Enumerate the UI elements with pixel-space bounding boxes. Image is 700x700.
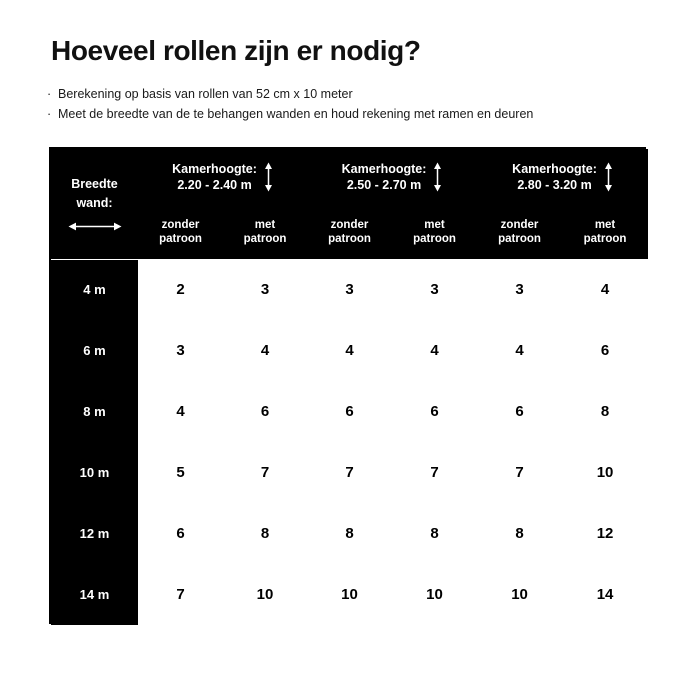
rolls-table: Breedte wand: Kamerhoogte <box>49 147 649 625</box>
table-cell: 8 <box>477 503 563 564</box>
subheader-6: met patroon <box>562 205 649 259</box>
list-item-text: Meet de breedte van de te behangen wande… <box>58 107 534 121</box>
row-label: 4 m <box>51 258 138 320</box>
row-label: 12 m <box>51 503 138 564</box>
table-cell: 10 <box>562 442 649 503</box>
table-row: 6 m 3 4 4 4 4 6 <box>51 320 649 381</box>
vertical-double-arrow-icon <box>434 162 442 192</box>
table-cell: 14 <box>562 564 649 625</box>
table-cell: 4 <box>223 320 308 381</box>
subheader-5-line1: zonder <box>500 219 539 231</box>
table-cell: 4 <box>392 320 478 381</box>
vertical-double-arrow-icon <box>604 162 612 192</box>
group-header-1-line1: Kamerhoogte: <box>172 162 257 176</box>
subheader-2: met patroon <box>223 205 308 259</box>
subheader-4-line1: met <box>424 219 445 231</box>
bullet-dot-icon: · <box>47 87 52 101</box>
subheader-1-line2: patroon <box>159 233 202 245</box>
table-cell: 3 <box>392 259 478 320</box>
table-cell: 6 <box>392 381 478 442</box>
table-cell: 8 <box>392 503 478 564</box>
bullet-list: · Berekening op basis van rollen van 52 … <box>47 84 647 124</box>
table-cell: 6 <box>477 381 563 442</box>
group-header-2-line2: 2.50 - 2.70 m <box>346 178 422 192</box>
table-row: 14 m 7 10 10 10 10 14 <box>51 564 649 625</box>
subheader-2-line2: patroon <box>243 233 287 245</box>
table-cell: 12 <box>562 503 649 564</box>
table-cell: 7 <box>392 442 478 503</box>
table-cell: 3 <box>477 259 563 320</box>
bullet-dot-icon: · <box>47 107 52 121</box>
group-header-3-line1: Kamerhoogte: <box>512 162 597 176</box>
page-title: Hoeveel rollen zijn er nodig? <box>51 35 421 66</box>
table-cell: 8 <box>307 503 393 564</box>
table-row: 12 m 6 8 8 8 8 12 <box>51 503 649 564</box>
subheader-3: zonder patroon <box>307 205 393 259</box>
row-label: 6 m <box>51 320 138 381</box>
table-cell: 8 <box>223 503 308 564</box>
subheader-4-line2: patroon <box>413 233 456 245</box>
list-item: · Meet de breedte van de te behangen wan… <box>47 104 647 124</box>
table-cell: 2 <box>138 259 223 320</box>
table-cell: 7 <box>307 442 393 503</box>
group-header-2: Kamerhoogte: 2.50 - 2.70 m <box>307 149 478 205</box>
subheader-2-line1: met <box>254 219 276 231</box>
subheader-1-line1: zonder <box>161 219 200 231</box>
table-row: 8 m 4 6 6 6 6 8 <box>51 381 649 442</box>
table-cell: 4 <box>138 381 223 442</box>
table-cell: 10 <box>392 564 478 625</box>
table-cell: 4 <box>307 320 393 381</box>
subheader-4: met patroon <box>392 205 478 259</box>
subheader-6-line2: patroon <box>583 233 627 245</box>
table-row: 10 m 5 7 7 7 7 10 <box>51 442 649 503</box>
table-cell: 3 <box>307 259 393 320</box>
subheader-6-line1: met <box>594 219 616 231</box>
row-label: 10 m <box>51 442 138 503</box>
subheader-3-line2: patroon <box>328 233 371 245</box>
group-header-1: Kamerhoogte: 2.20 - 2.40 m <box>138 149 308 205</box>
table-cell: 5 <box>138 442 223 503</box>
table-cell: 4 <box>477 320 563 381</box>
group-header-1-line2: 2.20 - 2.40 m <box>177 178 252 192</box>
row-label: 14 m <box>51 564 138 625</box>
group-header-2-line1: Kamerhoogte: <box>341 162 427 176</box>
table-row: 4 m 2 3 3 3 3 4 <box>51 258 649 320</box>
table-cell: 7 <box>223 442 308 503</box>
table-cell: 7 <box>477 442 563 503</box>
subheader-5: zonder patroon <box>477 205 563 259</box>
table-cell: 3 <box>223 259 308 320</box>
table-cell: 6 <box>223 381 308 442</box>
vertical-double-arrow-icon <box>264 162 272 192</box>
list-item: · Berekening op basis van rollen van 52 … <box>47 84 647 104</box>
list-item-text: Berekening op basis van rollen van 52 cm… <box>58 87 353 101</box>
table-cell: 6 <box>562 320 649 381</box>
subheader-3-line1: zonder <box>330 219 369 231</box>
table-cell: 10 <box>223 564 308 625</box>
row-label: 8 m <box>51 381 138 442</box>
table-cell: 8 <box>562 381 649 442</box>
table-cell: 4 <box>562 259 649 320</box>
table-cell: 6 <box>307 381 393 442</box>
horizontal-double-arrow-icon <box>68 222 121 231</box>
corner-header-breedte-wand: Breedte wand: <box>51 149 138 259</box>
table-cell: 3 <box>138 320 223 381</box>
subheader-1: zonder patroon <box>138 205 223 259</box>
group-header-3: Kamerhoogte: 2.80 - 3.20 m <box>477 149 649 205</box>
corner-header-line2: wand: <box>76 195 113 210</box>
group-header-3-line2: 2.80 - 3.20 m <box>517 178 592 192</box>
corner-header-line1: Breedte <box>71 176 118 191</box>
table-cell: 7 <box>138 564 223 625</box>
subheader-5-line2: patroon <box>498 233 541 245</box>
table-cell: 10 <box>477 564 563 625</box>
table-cell: 6 <box>138 503 223 564</box>
table-cell: 10 <box>307 564 393 625</box>
